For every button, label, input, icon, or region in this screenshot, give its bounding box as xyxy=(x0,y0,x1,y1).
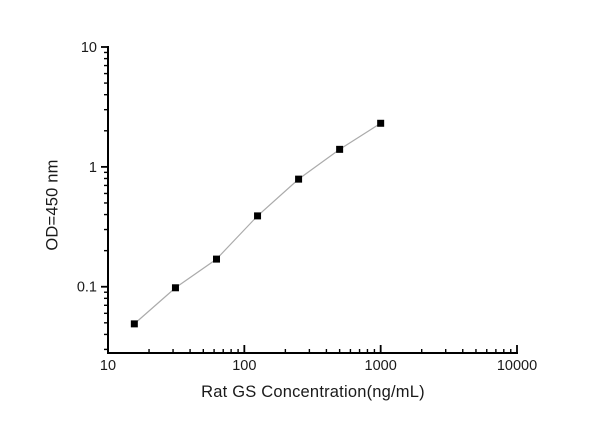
data-point-marker xyxy=(377,119,385,127)
x-tick-label: 10 xyxy=(100,358,116,374)
y-axis-title: OD=450 nm xyxy=(43,159,62,251)
y-tick-label: 0.1 xyxy=(77,280,97,296)
data-point-marker xyxy=(130,320,138,328)
x-axis-title: Rat GS Concentration(ng/mL) xyxy=(201,383,425,401)
y-tick-label: 10 xyxy=(81,40,97,56)
y-tick-label: 1 xyxy=(89,160,97,176)
axis-frame xyxy=(107,46,518,354)
data-point-marker xyxy=(254,212,262,220)
x-tick-label: 100 xyxy=(232,358,256,374)
x-tick-label: 10000 xyxy=(497,358,537,374)
data-point-marker xyxy=(213,255,221,263)
x-tick-label: 1000 xyxy=(365,358,397,374)
data-point-marker xyxy=(171,284,179,292)
data-point-marker xyxy=(295,175,303,183)
series-line xyxy=(133,122,381,325)
data-point-marker xyxy=(336,145,344,153)
